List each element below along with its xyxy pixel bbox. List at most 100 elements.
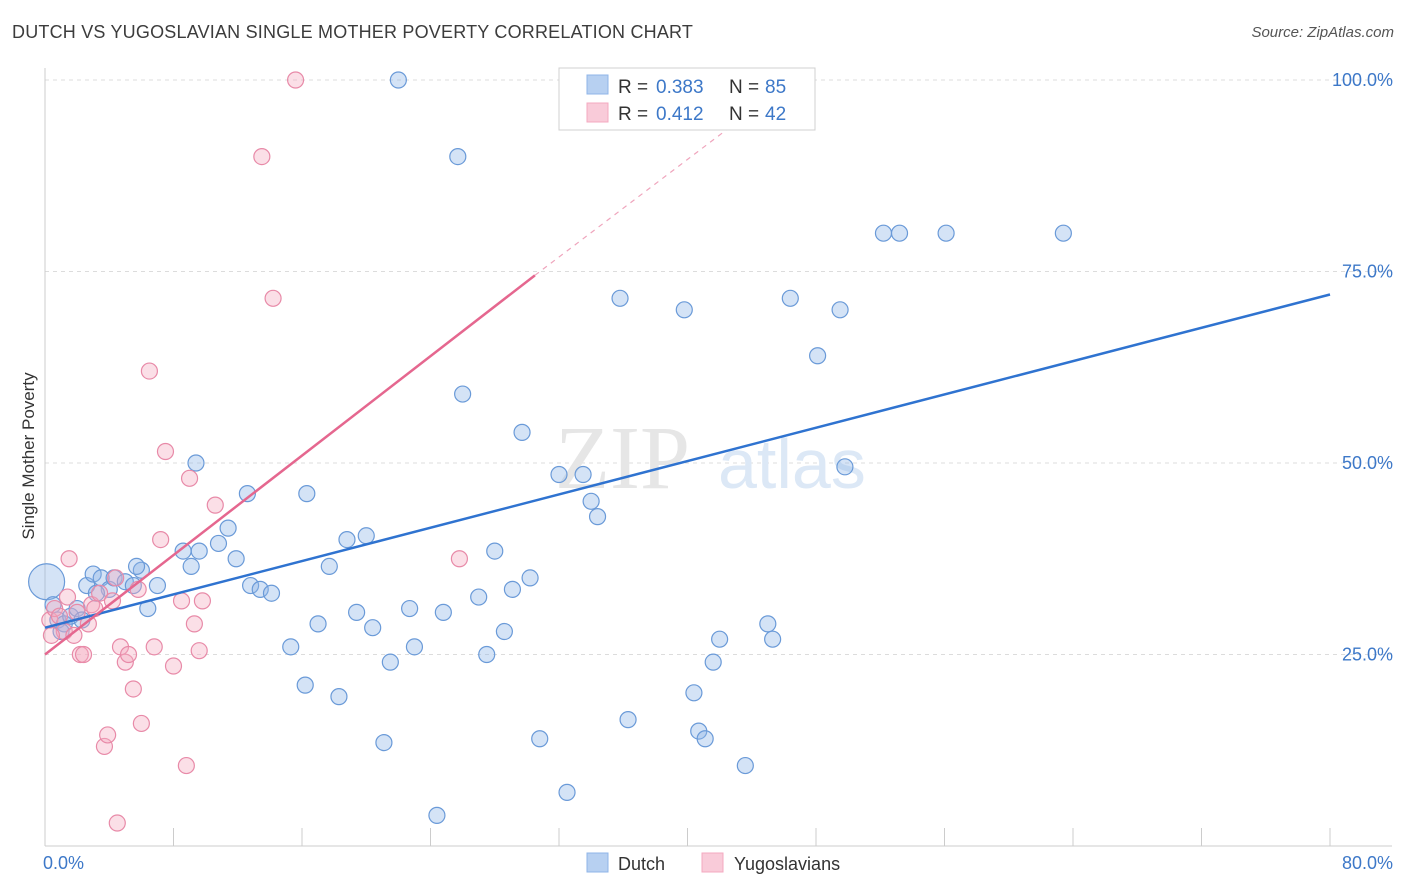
y-tick-label: 25.0%: [1342, 645, 1393, 665]
point-dutch: [764, 630, 782, 648]
point-yugoslavians: [140, 362, 159, 380]
point-dutch: [478, 645, 496, 664]
point-dutch: [685, 684, 703, 702]
point-yugoslavians: [253, 148, 271, 166]
point-dutch: [619, 711, 637, 729]
point-dutch: [582, 492, 600, 510]
point-dutch: [574, 465, 592, 484]
point-dutch: [219, 519, 237, 537]
point-dutch: [338, 530, 356, 549]
point-dutch: [495, 622, 513, 641]
point-dutch: [550, 465, 568, 484]
point-dutch: [831, 301, 849, 319]
point-dutch: [781, 289, 799, 307]
point-dutch: [116, 573, 134, 591]
point-yugoslavians: [450, 550, 469, 568]
point-dutch: [503, 580, 522, 598]
point-dutch: [298, 485, 316, 503]
grid-lines: 25.0% 50.0% 75.0% 100.0%: [45, 70, 1393, 665]
chart-source: Source: ZipAtlas.com: [1251, 24, 1394, 41]
point-dutch: [675, 301, 693, 319]
point-yugoslavians: [152, 530, 170, 549]
point-yugoslavians: [180, 469, 199, 487]
point-dutch: [296, 676, 314, 694]
bottom-legend-swatch-dutch: [586, 852, 609, 873]
y-axis-title: Single Mother Poverty: [19, 372, 38, 540]
point-yugoslavians: [65, 626, 83, 644]
point-dutch: [809, 347, 827, 365]
point-dutch: [470, 588, 488, 606]
point-yugoslavians: [91, 584, 109, 602]
trend-lines: [44, 110, 1331, 656]
point-dutch: [521, 569, 539, 587]
point-yugoslavians: [177, 756, 195, 775]
point-dutch: [282, 638, 300, 656]
point-dutch: [588, 508, 607, 526]
bottom-legend-label-dutch: Dutch: [618, 854, 665, 874]
point-yugoslavians: [132, 714, 150, 733]
point-dutch: [836, 458, 854, 476]
point-dutch: [759, 615, 777, 633]
point-yugoslavians: [185, 615, 203, 633]
point-dutch: [84, 565, 102, 583]
point-dutch: [127, 557, 146, 576]
point-yugoslavians: [60, 550, 78, 568]
point-dutch: [242, 576, 260, 595]
point-dutch: [449, 148, 467, 166]
point-dutch: [711, 630, 729, 648]
point-dutch: [357, 527, 375, 545]
x-tick-label-min: 0.0%: [43, 853, 84, 873]
point-dutch: [148, 576, 167, 595]
point-dutch: [434, 603, 452, 621]
point-yugoslavians: [108, 814, 126, 832]
point-dutch: [348, 603, 366, 621]
point-dutch: [874, 224, 893, 242]
point-dutch: [364, 619, 382, 637]
point-yugoslavians: [190, 642, 208, 660]
point-dutch: [238, 485, 256, 503]
legend-swatch-dutch: [586, 74, 609, 95]
watermark-zip: ZIP: [555, 409, 690, 508]
point-dutch: [486, 542, 504, 560]
chart-title: DUTCH VS YUGOSLAVIAN SINGLE MOTHER POVER…: [12, 22, 694, 42]
point-yugoslavians: [74, 645, 93, 664]
bottom-legend-swatch-yugoslavians: [701, 852, 724, 873]
point-dutch: [704, 653, 722, 671]
legend-r-label-yugoslavians: R =: [618, 104, 648, 125]
point-dutch: [454, 385, 472, 403]
point-dutch: [513, 423, 531, 441]
point-dutch: [227, 550, 245, 568]
point-yugoslavians: [286, 71, 305, 89]
point-dutch: [182, 557, 200, 576]
trend-line-dutch: [44, 293, 1331, 629]
point-dutch: [736, 756, 754, 775]
point-dutch: [696, 730, 714, 748]
point-dutch: [262, 584, 281, 602]
point-dutch: [937, 224, 955, 242]
legend-n-label-dutch: N =: [729, 77, 759, 98]
point-dutch: [28, 563, 66, 601]
legend-r-value-yugoslavians: 0.412: [656, 104, 704, 125]
x-tick-label-max: 80.0%: [1342, 853, 1393, 873]
legend-n-label-yugoslavians: N =: [729, 104, 759, 125]
point-dutch: [187, 454, 205, 472]
legend-n-value-dutch: 85: [765, 77, 786, 98]
point-dutch: [375, 733, 393, 752]
trend-extension-yugoslavians: [534, 110, 753, 276]
point-dutch: [1054, 224, 1072, 242]
point-yugoslavians: [119, 645, 138, 664]
point-dutch: [381, 653, 399, 671]
point-yugoslavians: [42, 626, 61, 644]
trend-line-yugoslavians: [44, 274, 536, 656]
point-dutch: [401, 599, 419, 618]
data-points: [28, 71, 1072, 832]
point-yugoslavians: [164, 657, 183, 675]
point-dutch: [190, 542, 208, 560]
legend-n-value-yugoslavians: 42: [765, 104, 786, 125]
watermark-atlas: atlas: [718, 425, 866, 503]
legend-r-value-dutch: 0.383: [656, 77, 704, 98]
point-dutch: [611, 289, 629, 307]
legend-r-label-dutch: R =: [618, 77, 648, 98]
point-yugoslavians: [172, 592, 191, 610]
top-legend: R = 0.383 N = 85 R = 0.412 N = 42: [558, 67, 816, 131]
